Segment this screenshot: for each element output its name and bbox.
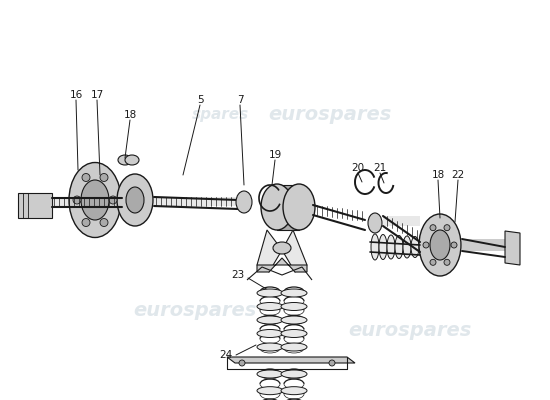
Text: 18: 18: [431, 170, 444, 180]
Ellipse shape: [117, 174, 153, 226]
Ellipse shape: [257, 289, 283, 297]
Ellipse shape: [261, 184, 293, 230]
Text: 21: 21: [373, 163, 387, 173]
Circle shape: [109, 196, 117, 204]
Ellipse shape: [430, 230, 450, 260]
Ellipse shape: [273, 242, 291, 254]
Polygon shape: [282, 230, 307, 272]
Circle shape: [430, 259, 436, 265]
Ellipse shape: [371, 234, 379, 260]
Text: 22: 22: [452, 170, 465, 180]
Text: eurospares: eurospares: [268, 106, 392, 124]
Ellipse shape: [281, 387, 307, 395]
Bar: [154, 197, 238, 206]
Ellipse shape: [419, 214, 461, 276]
Ellipse shape: [257, 370, 283, 378]
Ellipse shape: [387, 235, 395, 259]
Ellipse shape: [126, 187, 144, 213]
Text: 23: 23: [232, 270, 245, 280]
Ellipse shape: [257, 316, 283, 324]
Circle shape: [100, 174, 108, 182]
Circle shape: [239, 360, 245, 366]
Text: 17: 17: [90, 90, 103, 100]
Circle shape: [329, 360, 335, 366]
Text: spares: spares: [191, 108, 249, 122]
Ellipse shape: [411, 236, 419, 258]
Ellipse shape: [81, 180, 109, 220]
Polygon shape: [277, 185, 299, 230]
Circle shape: [444, 225, 450, 231]
Ellipse shape: [257, 343, 283, 351]
Ellipse shape: [257, 330, 283, 338]
Text: 24: 24: [219, 350, 233, 360]
Ellipse shape: [281, 316, 307, 324]
Ellipse shape: [281, 370, 307, 378]
Bar: [52, 198, 122, 207]
Text: 7: 7: [236, 95, 243, 105]
Ellipse shape: [125, 155, 139, 165]
Text: eurospares: eurospares: [133, 300, 257, 320]
Circle shape: [82, 218, 90, 226]
Text: 5: 5: [197, 95, 204, 105]
Ellipse shape: [281, 289, 307, 297]
Polygon shape: [227, 357, 355, 363]
Bar: [383, 216, 420, 226]
Text: 19: 19: [268, 150, 282, 160]
Ellipse shape: [283, 184, 315, 230]
Circle shape: [451, 242, 457, 248]
Circle shape: [423, 242, 429, 248]
Text: eurospares: eurospares: [348, 320, 472, 340]
Ellipse shape: [403, 236, 411, 258]
Text: 20: 20: [351, 163, 365, 173]
Circle shape: [73, 196, 81, 204]
Text: 16: 16: [69, 90, 82, 100]
Ellipse shape: [69, 162, 121, 238]
Ellipse shape: [257, 302, 283, 310]
Ellipse shape: [395, 236, 403, 258]
Bar: [462, 239, 505, 251]
Polygon shape: [18, 193, 52, 218]
Circle shape: [82, 174, 90, 182]
Ellipse shape: [236, 191, 252, 213]
Circle shape: [444, 259, 450, 265]
Polygon shape: [257, 258, 307, 272]
Polygon shape: [257, 230, 282, 272]
Ellipse shape: [281, 330, 307, 338]
Ellipse shape: [118, 155, 132, 165]
Ellipse shape: [281, 302, 307, 310]
Polygon shape: [505, 231, 520, 265]
Ellipse shape: [281, 343, 307, 351]
Ellipse shape: [257, 387, 283, 395]
Text: 18: 18: [123, 110, 136, 120]
Circle shape: [100, 218, 108, 226]
Circle shape: [430, 225, 436, 231]
Ellipse shape: [379, 234, 387, 260]
Ellipse shape: [368, 213, 382, 233]
